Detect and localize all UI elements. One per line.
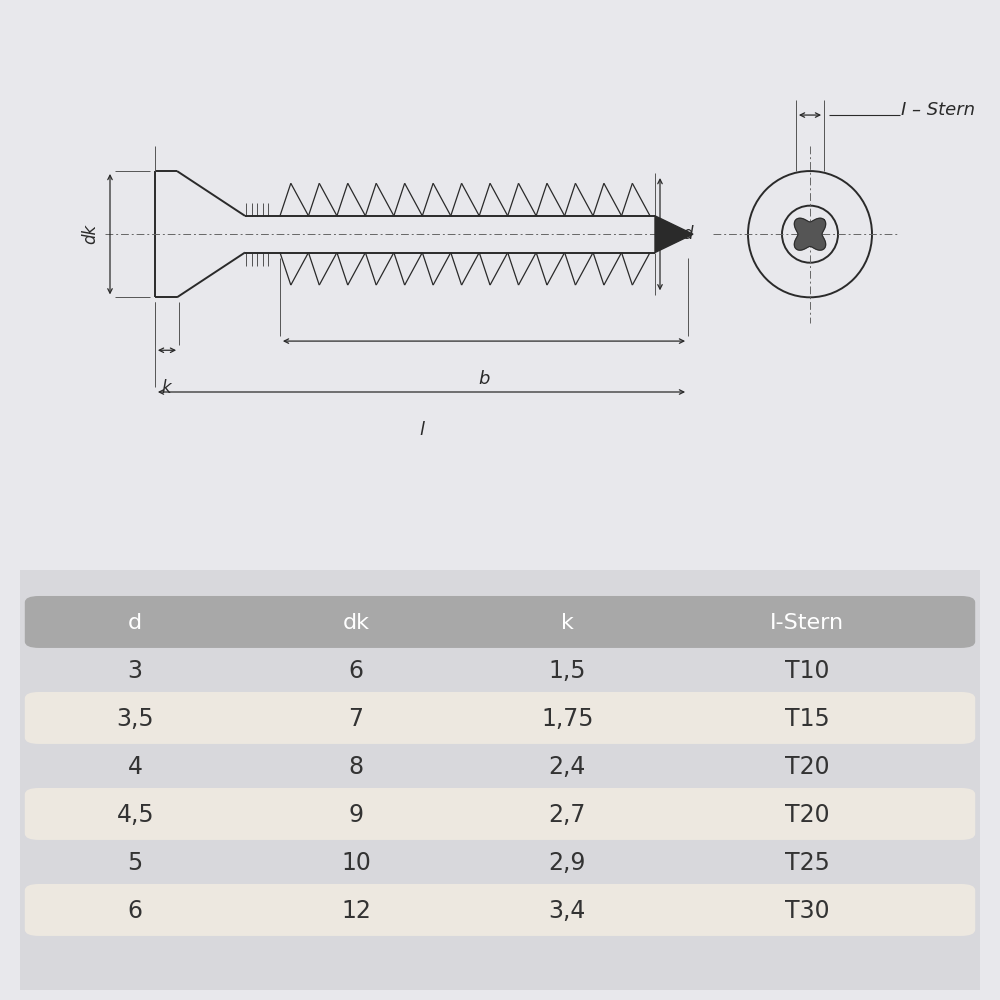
FancyBboxPatch shape bbox=[0, 553, 1000, 1000]
FancyBboxPatch shape bbox=[25, 884, 975, 936]
Polygon shape bbox=[655, 216, 693, 253]
Text: 2,9: 2,9 bbox=[549, 851, 586, 875]
FancyBboxPatch shape bbox=[25, 596, 975, 648]
Text: 2,4: 2,4 bbox=[549, 755, 586, 779]
Text: b: b bbox=[478, 370, 490, 388]
Text: k: k bbox=[161, 379, 171, 397]
Text: I – Stern: I – Stern bbox=[901, 101, 975, 119]
Text: 10: 10 bbox=[341, 851, 371, 875]
Text: T30: T30 bbox=[785, 899, 830, 923]
FancyBboxPatch shape bbox=[25, 692, 975, 744]
Text: 5: 5 bbox=[128, 851, 143, 875]
Text: k: k bbox=[561, 613, 574, 633]
Text: 4: 4 bbox=[128, 755, 143, 779]
Text: 1,5: 1,5 bbox=[548, 659, 586, 683]
Text: 6: 6 bbox=[128, 899, 143, 923]
Text: d: d bbox=[682, 225, 692, 243]
Text: 1,75: 1,75 bbox=[541, 707, 593, 731]
Text: T10: T10 bbox=[785, 659, 829, 683]
Text: 7: 7 bbox=[349, 707, 364, 731]
Text: 3,4: 3,4 bbox=[549, 899, 586, 923]
Text: 6: 6 bbox=[349, 659, 364, 683]
Text: T15: T15 bbox=[785, 707, 830, 731]
Text: T25: T25 bbox=[785, 851, 830, 875]
Text: 3,5: 3,5 bbox=[116, 707, 154, 731]
Text: 12: 12 bbox=[341, 899, 371, 923]
FancyBboxPatch shape bbox=[25, 788, 975, 840]
Text: T20: T20 bbox=[785, 755, 830, 779]
Text: 3: 3 bbox=[128, 659, 143, 683]
Text: 2,7: 2,7 bbox=[549, 803, 586, 827]
Text: l: l bbox=[419, 421, 424, 439]
Text: dk: dk bbox=[81, 224, 99, 244]
Text: I-Stern: I-Stern bbox=[770, 613, 844, 633]
Text: 4,5: 4,5 bbox=[116, 803, 154, 827]
Text: 9: 9 bbox=[349, 803, 364, 827]
Text: 8: 8 bbox=[348, 755, 364, 779]
Text: dk: dk bbox=[342, 613, 370, 633]
Text: T20: T20 bbox=[785, 803, 830, 827]
Text: d: d bbox=[128, 613, 142, 633]
Polygon shape bbox=[794, 218, 826, 250]
